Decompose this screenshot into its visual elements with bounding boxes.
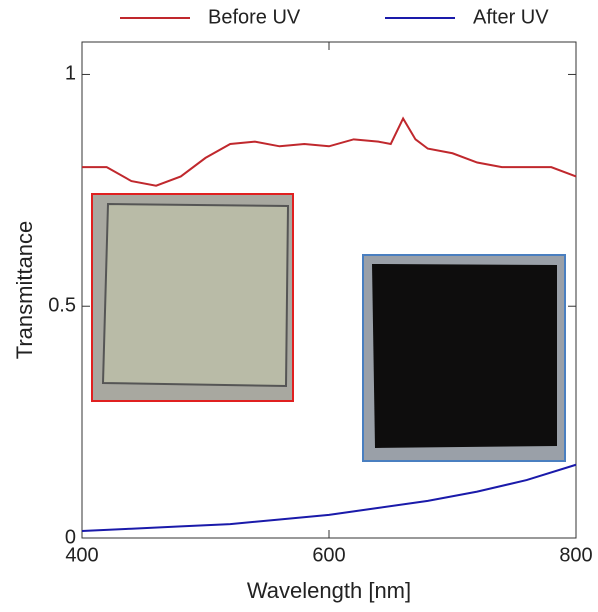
- inset-before: [91, 193, 294, 402]
- sample-image: [101, 202, 290, 388]
- x-axis-title: Wavelength [nm]: [247, 578, 411, 603]
- legend-label: Before UV: [208, 6, 301, 28]
- x-tick-label: 400: [65, 544, 98, 566]
- x-tick-label: 600: [312, 544, 345, 566]
- legend-label: After UV: [473, 6, 549, 28]
- y-tick-label: 0: [65, 526, 76, 548]
- inset-after: [362, 254, 566, 462]
- y-tick-label: 0.5: [48, 295, 76, 317]
- data-line: [82, 116, 577, 187]
- y-tick-label: 1: [65, 63, 76, 85]
- y-axis-title: Transmittance: [12, 221, 37, 360]
- data-line: [81, 463, 577, 533]
- sample-image: [372, 264, 557, 448]
- x-tick-label: 800: [559, 544, 592, 566]
